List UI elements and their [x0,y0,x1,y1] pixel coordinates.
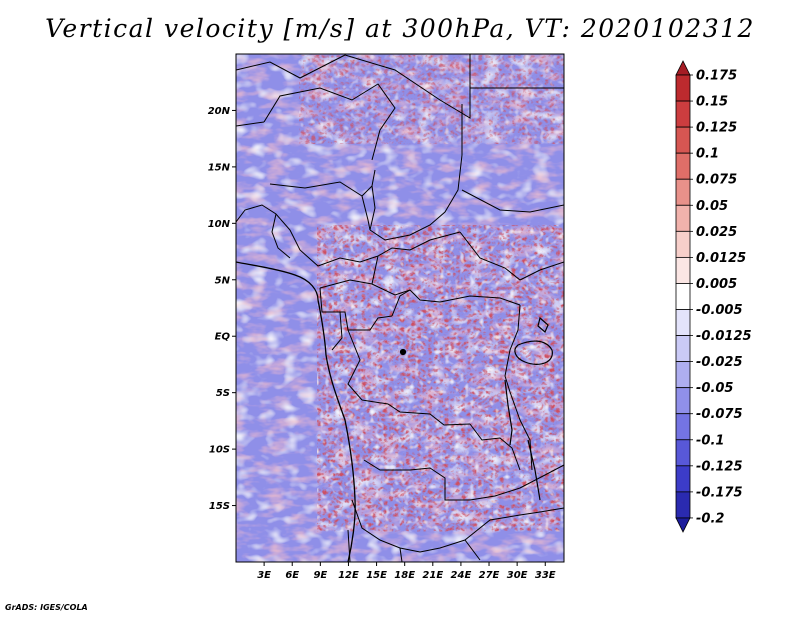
colorbar-label: 0.005 [696,277,737,292]
colorbar-segment [675,204,691,232]
lat-tick-label: 10N [208,219,231,230]
colorbar-label: -0.075 [696,407,743,422]
colorbar-label: 0.175 [696,69,737,84]
grads-credit: GrADS: IGES/COLA [5,603,88,612]
colorbar-label: -0.0125 [696,329,752,344]
colorbar-label: -0.05 [696,381,733,396]
chart-title: Vertical velocity [m/s] at 300hPa, VT: 2… [45,14,755,43]
colorbar-label: -0.1 [696,433,724,448]
latitude-axis: 20N 15N 10N 5N EQ 5S 10S 15S [208,106,236,512]
lon-tick-label: 3E [257,570,271,581]
lon-tick-label: 6E [285,570,299,581]
lat-tick-label: 15N [208,162,231,173]
colorbar-label: 0.1 [696,147,719,162]
colorbar-segment [675,413,691,441]
lon-tick-label: 27E [479,570,500,581]
colorbar-segment [675,309,691,336]
vertical-velocity-field [236,54,564,562]
lat-tick-label: 10S [209,445,230,456]
colorbar-label: 0.05 [696,199,728,214]
lon-tick-label: 24E [451,570,472,581]
lat-tick-label: 20N [208,106,231,117]
colorbar-segment [675,283,691,310]
colorbar-segment [675,361,691,389]
colorbar-label: -0.125 [696,459,743,474]
colorbar-label: 0.0125 [696,251,746,266]
colorbar-segment [675,152,691,180]
coastline [236,261,356,562]
colorbar-max-arrow [675,60,691,76]
colorbar: 0.175 0.15 0.125 0.1 0.075 0.05 0.025 0.0125 0.0… [675,60,752,533]
colorbar-segment [675,465,691,493]
lat-tick-label: EQ [215,332,231,343]
lat-tick-label: 5N [215,275,231,286]
colorbar-segment [675,178,691,206]
lon-tick-label: 12E [338,570,359,581]
colorbar-segment [675,439,691,467]
colorbar-label: 0.025 [696,225,737,240]
lon-tick-label: 30E [507,570,528,581]
colorbar-label: -0.175 [696,485,743,500]
colorbar-segment [675,387,691,415]
plot-frame [235,53,565,563]
lon-tick-label: 15E [366,570,387,581]
lon-tick-label: 9E [313,570,327,581]
colorbar-segment [675,491,691,519]
lon-tick-label: 18E [394,570,415,581]
colorbar-label: -0.025 [696,355,743,370]
colorbar-segment [675,74,691,102]
colorbar-segment [675,335,691,363]
lon-tick-label: 33E [535,570,556,581]
colorbar-min-arrow [675,517,691,533]
colorbar-label: 0.075 [696,173,737,188]
lon-tick-label: 21E [422,570,443,581]
colorbar-segment [675,100,691,128]
colorbar-label: 0.125 [696,121,737,136]
colorbar-label: -0.005 [696,303,743,318]
lat-tick-label: 15S [209,501,230,512]
colorbar-label: 0.15 [696,95,728,110]
colorbar-segment [675,230,691,258]
colorbar-label: -0.2 [696,511,724,526]
longitude-axis: 3E 6E 9E 12E 15E 18E 21E 24E 27E 30E 33E [257,562,556,581]
lakes [399,316,553,501]
colorbar-segment [675,126,691,154]
lat-tick-label: 5S [216,388,230,399]
colorbar-segment [675,256,691,284]
